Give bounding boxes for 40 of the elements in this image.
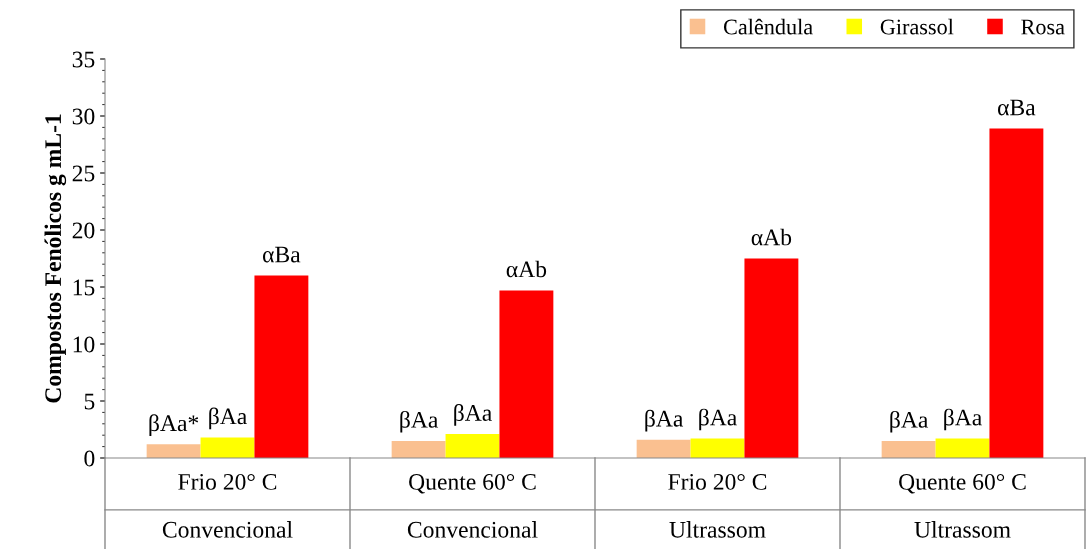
y-tick-label: 20 — [72, 222, 95, 239]
data-label: βAa — [944, 408, 982, 431]
data-label: αBa — [998, 99, 1036, 116]
bar — [445, 434, 500, 458]
legend-label: Rosa — [1021, 19, 1065, 35]
data-label: αBa — [263, 246, 301, 263]
legend-label: Girassol — [880, 18, 954, 35]
y-tick-label: 25 — [72, 165, 95, 182]
bar — [744, 258, 799, 458]
y-tick-label: 5 — [84, 393, 95, 410]
legend-label: Calêndula — [723, 18, 813, 35]
bar — [200, 437, 255, 458]
bar — [636, 439, 691, 458]
bar — [254, 275, 309, 458]
category-label: Frio 20° C Convencional — [162, 473, 293, 538]
category-label: Frio 20° C Ultrassom — [668, 473, 767, 538]
bar — [935, 438, 990, 458]
bar — [391, 440, 446, 458]
bar — [690, 438, 745, 458]
data-label: αAb — [751, 228, 792, 246]
data-label: βAa — [890, 410, 929, 433]
bar — [881, 440, 936, 458]
bar — [989, 128, 1044, 458]
bar — [146, 444, 201, 458]
y-tick-label: 10 — [73, 336, 95, 353]
x-tick-label: Quente 60° C Convencional — [407, 473, 538, 538]
data-label: βAa — [699, 408, 737, 431]
data-label: αAb — [506, 260, 547, 278]
y-tick-label: 30 — [72, 108, 95, 125]
data-label: βAa* — [149, 414, 199, 436]
y-tick-label: 35 — [72, 51, 95, 68]
x-tick-label: Quente 60° C Ultrassom — [899, 473, 1026, 538]
y-tick-label: 0 — [84, 450, 95, 467]
data-label: βAa — [209, 407, 247, 430]
data-label: βAa — [454, 404, 492, 426]
bar — [499, 290, 554, 458]
data-label: βAa — [645, 409, 684, 432]
y-tick-label: 15 — [73, 279, 95, 296]
y-axis-title: Compostos Fenólicos g mL-1 — [44, 114, 67, 403]
data-label: βAa — [400, 410, 439, 433]
